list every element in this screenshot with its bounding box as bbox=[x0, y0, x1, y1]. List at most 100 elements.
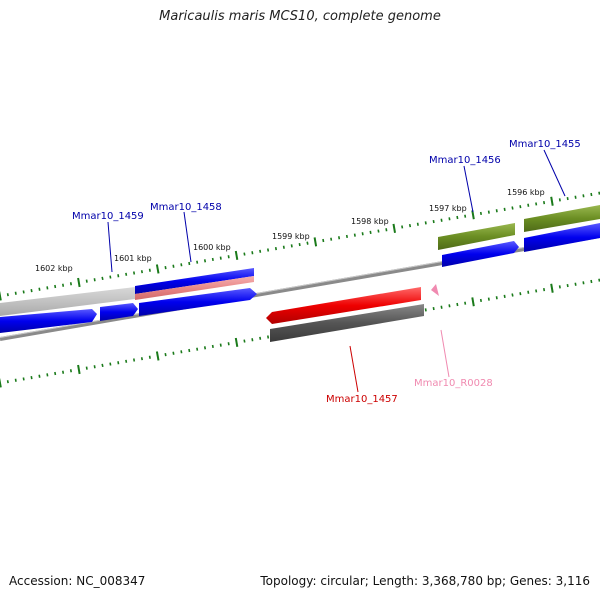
ruler-top-minor-tick bbox=[101, 276, 104, 281]
ruler-top-minor-tick bbox=[30, 288, 33, 293]
feature-blue-strip[interactable] bbox=[135, 268, 254, 294]
ruler-bottom-minor-tick bbox=[479, 298, 482, 303]
ruler-bottom-minor-tick bbox=[558, 285, 561, 289]
leader-1459 bbox=[107, 221, 113, 273]
ruler-top-minor-tick bbox=[6, 293, 9, 297]
ruler-bottom-major-tick bbox=[471, 297, 475, 307]
ruler-top-minor-tick bbox=[140, 270, 143, 274]
ruler-top-minor-tick bbox=[495, 209, 498, 213]
kbp-label-1598: 1598 kbp bbox=[351, 217, 389, 226]
ruler-top-minor-tick bbox=[440, 218, 443, 222]
ruler-bottom-minor-tick bbox=[196, 347, 199, 351]
topology-text: Topology: circular; Length: 3,368,780 bp… bbox=[260, 574, 590, 588]
gene-arrow-1458[interactable] bbox=[139, 288, 257, 316]
ruler-bottom-major-tick bbox=[234, 337, 239, 347]
ruler-bottom-minor-tick bbox=[38, 374, 41, 378]
ruler-top-minor-tick bbox=[219, 256, 222, 260]
ruler-top-minor-tick bbox=[69, 282, 72, 286]
gene-1457-gray[interactable] bbox=[270, 304, 424, 342]
ruler-bottom-minor-tick bbox=[243, 339, 246, 343]
ruler-bottom-major-tick bbox=[155, 351, 160, 361]
ruler-top-minor-tick bbox=[590, 192, 593, 197]
ruler-bottom-minor-tick bbox=[22, 377, 25, 381]
gene-arrow-1456[interactable] bbox=[442, 241, 519, 267]
ruler-bottom-minor-tick bbox=[503, 294, 506, 299]
ruler-top-minor-tick bbox=[369, 230, 372, 235]
ruler-bottom-minor-tick bbox=[543, 287, 546, 292]
ruler-bottom-minor-tick bbox=[211, 344, 214, 349]
ruler-top-major-tick bbox=[155, 264, 160, 274]
ruler-top-minor-tick bbox=[85, 279, 88, 283]
gene-label-1455[interactable]: Mmar10_1455 bbox=[509, 139, 581, 150]
ruler-bottom-minor-tick bbox=[598, 278, 600, 282]
gene-1456-olive[interactable] bbox=[438, 223, 515, 250]
ruler-top-minor-tick bbox=[298, 242, 301, 247]
ruler-bottom-minor-tick bbox=[227, 342, 230, 346]
ruler-bottom-minor-tick bbox=[259, 336, 262, 340]
gene-label-1456[interactable]: Mmar10_1456 bbox=[429, 155, 501, 166]
ruler-top-minor-tick bbox=[117, 274, 120, 278]
ruler-bottom-minor-tick bbox=[574, 282, 577, 286]
kbp-label-1596: 1596 kbp bbox=[507, 188, 545, 197]
ruler-bottom-minor-tick bbox=[93, 365, 96, 369]
ruler-top-minor-tick bbox=[93, 278, 96, 282]
ruler-bottom-minor-tick bbox=[519, 292, 522, 296]
ruler-bottom-minor-tick bbox=[511, 293, 514, 297]
feature-light-gray[interactable] bbox=[0, 287, 135, 316]
gene-arrow-1459b[interactable] bbox=[100, 303, 138, 321]
gene-label-R0028[interactable]: Mmar10_R0028 bbox=[414, 378, 493, 389]
map-title: Maricaulis maris MCS10, complete genome bbox=[159, 9, 441, 24]
ruler-top-minor-tick bbox=[38, 287, 41, 291]
ruler-bottom-minor-tick bbox=[6, 380, 9, 384]
ruler-top-minor-tick bbox=[345, 234, 348, 239]
gene-arrow-R0028[interactable] bbox=[431, 284, 439, 296]
ruler-top-minor-tick bbox=[401, 225, 404, 229]
accession-text: Accession: NC_008347 bbox=[9, 574, 146, 588]
ruler-top-minor-tick bbox=[290, 244, 293, 248]
ruler-top-minor-tick bbox=[188, 261, 191, 266]
leader-1456 bbox=[463, 165, 474, 213]
gene-arrow-1457[interactable] bbox=[266, 287, 421, 324]
ruler-top-minor-tick bbox=[338, 236, 341, 240]
kbp-ruler-top bbox=[0, 191, 600, 301]
gene-arrow-1459a[interactable] bbox=[0, 309, 97, 333]
ruler-top-minor-tick bbox=[109, 275, 112, 279]
gene-label-1459[interactable]: Mmar10_1459 bbox=[72, 211, 144, 222]
ruler-top-minor-tick bbox=[598, 191, 600, 195]
ruler-top-minor-tick bbox=[243, 252, 246, 256]
ruler-top-minor-tick bbox=[46, 286, 49, 290]
ruler-top-minor-tick bbox=[274, 246, 277, 251]
ruler-top-minor-tick bbox=[282, 245, 285, 249]
gene-1455-olive[interactable] bbox=[524, 205, 600, 232]
gene-label-1458[interactable]: Mmar10_1458 bbox=[150, 202, 222, 213]
ruler-bottom-minor-tick bbox=[164, 352, 167, 357]
ruler-bottom-minor-tick bbox=[527, 290, 530, 294]
ruler-bottom-minor-tick bbox=[456, 302, 459, 307]
ruler-bottom-minor-tick bbox=[101, 363, 104, 368]
ruler-top-minor-tick bbox=[251, 251, 254, 255]
ruler-bottom-minor-tick bbox=[125, 359, 128, 363]
ruler-bottom-minor-tick bbox=[62, 370, 65, 374]
ruler-bottom-minor-tick bbox=[148, 355, 151, 359]
ruler-top-minor-tick bbox=[479, 211, 482, 216]
ruler-bottom-minor-tick bbox=[172, 351, 175, 355]
gene-arrow-1455[interactable] bbox=[524, 223, 600, 252]
ruler-top-major-tick bbox=[77, 277, 81, 288]
ruler-top-minor-tick bbox=[456, 215, 459, 220]
ruler-top-minor-tick bbox=[543, 200, 546, 205]
kbp-label-1602: 1602 kbp bbox=[35, 264, 73, 273]
ruler-top-minor-tick bbox=[385, 228, 388, 232]
ruler-top-minor-tick bbox=[196, 260, 199, 264]
ruler-top-minor-tick bbox=[448, 217, 451, 221]
ruler-bottom-minor-tick bbox=[219, 343, 222, 347]
ruler-bottom-minor-tick bbox=[203, 346, 207, 350]
ruler-top-minor-tick bbox=[164, 265, 167, 270]
ruler-top-minor-tick bbox=[511, 206, 514, 210]
ruler-top-major-tick bbox=[392, 223, 396, 233]
ruler-bottom-minor-tick bbox=[487, 297, 490, 301]
ruler-bottom-minor-tick bbox=[180, 350, 183, 354]
feature-pink-strip[interactable] bbox=[135, 276, 254, 300]
gene-label-1457[interactable]: Mmar10_1457 bbox=[326, 394, 398, 405]
ruler-bottom-major-tick bbox=[550, 283, 554, 293]
